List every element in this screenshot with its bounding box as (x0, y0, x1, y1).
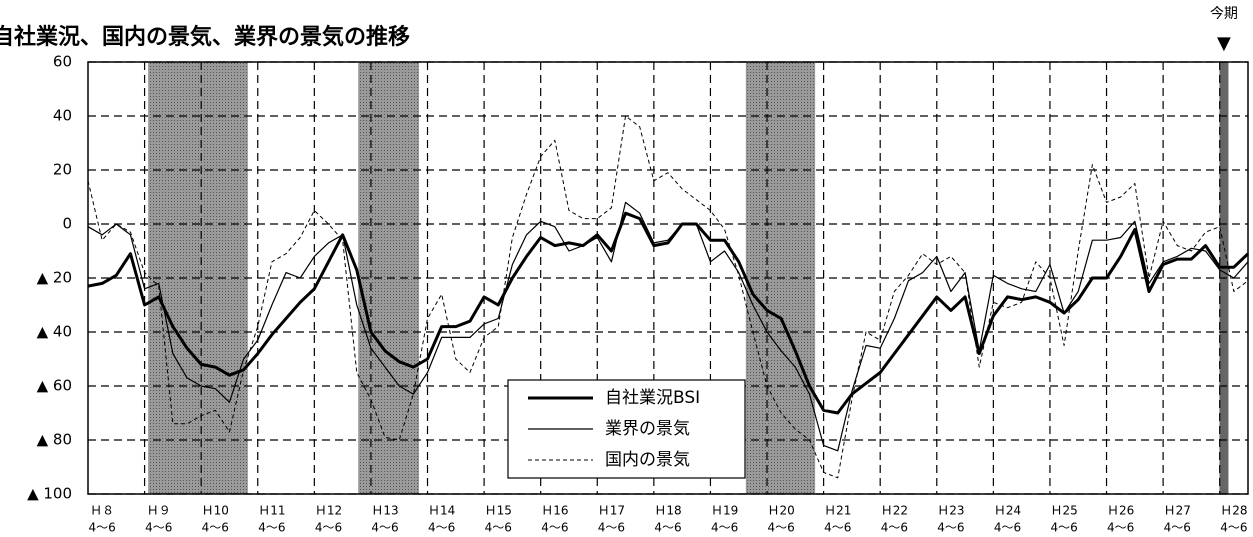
chart-title: 自社業況、国内の景気、業界の景気の推移 (0, 24, 410, 50)
x-tick-period: 4～6 (145, 521, 172, 535)
x-tick-label: Ｈ27 (1164, 504, 1191, 518)
x-tick-label: Ｈ８ (90, 504, 114, 518)
x-tick-period: 4～6 (428, 521, 455, 535)
x-tick-period: 4～6 (881, 521, 908, 535)
legend-label: 自社業況BSI (605, 388, 700, 408)
x-tick-label: Ｈ23 (937, 504, 964, 518)
legend-label: 国内の景気 (605, 450, 690, 470)
x-tick-label: Ｈ22 (881, 504, 908, 518)
y-tick-label: ▲ 20 (37, 269, 72, 287)
x-tick-label: Ｈ19 (711, 504, 738, 518)
y-tick-label: ▲ 100 (27, 485, 72, 503)
x-tick-period: 4～6 (202, 521, 229, 535)
series-line (87, 211, 1250, 415)
x-tick-period: 4～6 (315, 521, 342, 535)
plot-frame (87, 61, 1249, 495)
x-tick-period: 4～6 (824, 521, 851, 535)
y-tick-label: 20 (53, 161, 72, 179)
x-tick-period: 4～6 (937, 521, 964, 535)
x-tick-period: 4～6 (541, 521, 568, 535)
x-tick-label: Ｈ26 (1107, 504, 1134, 518)
y-tick-label: ▲ 60 (37, 377, 72, 395)
x-tick-period: 4～6 (1050, 521, 1077, 535)
legend-label: 業界の景気 (605, 419, 690, 439)
x-tick-label: Ｈ17 (598, 504, 625, 518)
y-tick-label: ▲ 40 (37, 323, 72, 341)
x-tick-label: Ｈ28 (1220, 504, 1247, 518)
x-tick-label: Ｈ16 (541, 504, 568, 518)
x-tick-period: 4～6 (371, 521, 398, 535)
x-tick-period: 4～6 (768, 521, 795, 535)
x-tick-period: 4～6 (485, 521, 512, 535)
y-tick-label: 60 (53, 53, 72, 71)
x-tick-label: Ｈ11 (258, 504, 285, 518)
x-tick-label: Ｈ９ (147, 504, 171, 518)
x-tick-label: Ｈ21 (824, 504, 851, 518)
x-tick-label: Ｈ14 (428, 504, 455, 518)
x-tick-label: Ｈ20 (768, 504, 795, 518)
x-tick-period: 4～6 (654, 521, 681, 535)
x-tick-label: Ｈ15 (485, 504, 512, 518)
x-tick-label: Ｈ12 (315, 504, 342, 518)
y-tick-label: ▲ 80 (37, 431, 72, 449)
x-tick-period: 4～6 (1164, 521, 1191, 535)
x-tick-period: 4～6 (598, 521, 625, 535)
current-period-label: 今期 (1210, 6, 1238, 22)
x-tick-period: 4～6 (258, 521, 285, 535)
series-line (87, 115, 1249, 479)
y-tick-label: 40 (53, 107, 72, 125)
x-tick-label: Ｈ24 (994, 504, 1021, 518)
current-period-marker: ▼ (1217, 33, 1231, 54)
x-tick-label: Ｈ25 (1050, 504, 1077, 518)
series-line (87, 201, 1249, 452)
x-tick-label: Ｈ10 (202, 504, 229, 518)
x-tick-label: Ｈ13 (371, 504, 398, 518)
x-tick-period: 4～6 (711, 521, 738, 535)
y-tick-label: 0 (62, 215, 72, 233)
x-tick-period: 4～6 (1220, 521, 1247, 535)
x-tick-period: 4～6 (89, 521, 116, 535)
x-tick-period: 4～6 (1107, 521, 1134, 535)
x-tick-period: 4～6 (994, 521, 1021, 535)
x-tick-label: Ｈ18 (654, 504, 681, 518)
